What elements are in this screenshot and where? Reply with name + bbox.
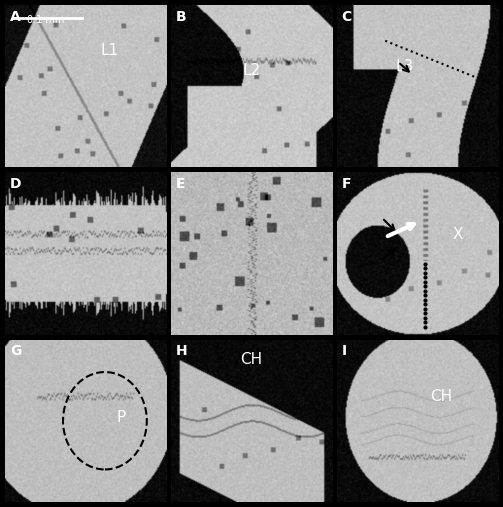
Text: E: E [176,177,185,191]
Text: I: I [342,344,347,358]
Text: X: X [452,227,463,241]
Text: 0.1 mm: 0.1 mm [27,15,64,25]
Text: D: D [10,177,21,191]
Text: C: C [342,10,352,24]
Text: CH: CH [431,389,453,404]
Text: G: G [10,344,21,358]
Text: CH: CH [240,351,263,367]
Text: H: H [176,344,188,358]
Text: L2: L2 [242,62,261,78]
Text: A: A [10,10,21,24]
Text: B: B [176,10,187,24]
Text: L1: L1 [101,43,119,58]
Text: L3: L3 [395,59,413,74]
Text: P: P [116,410,126,425]
Text: F: F [342,177,351,191]
